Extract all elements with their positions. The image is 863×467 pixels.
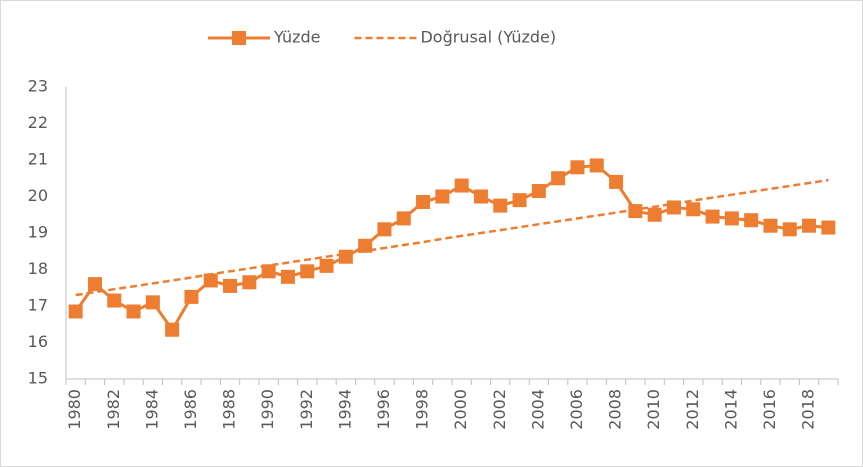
marker	[280, 269, 295, 284]
marker	[570, 160, 585, 175]
marker	[319, 258, 334, 273]
x-tick-label: 1980	[65, 389, 84, 430]
marker	[165, 322, 180, 337]
y-tick-label: 21	[28, 150, 48, 169]
x-tick-label: 1998	[413, 389, 432, 430]
marker	[821, 220, 836, 235]
marker	[261, 264, 276, 279]
y-tick-label: 20	[28, 186, 48, 205]
marker	[203, 273, 218, 288]
y-tick-label: 18	[28, 259, 48, 278]
x-tick-label: 2006	[567, 389, 586, 430]
legend-marker	[232, 31, 246, 45]
marker	[377, 222, 392, 237]
x-tick-label: 1982	[104, 389, 123, 430]
marker	[68, 304, 83, 319]
y-tick-label: 22	[28, 113, 48, 132]
marker	[126, 304, 141, 319]
x-tick-label: 2000	[451, 389, 470, 430]
x-tick-label: 2004	[528, 389, 547, 430]
marker	[145, 295, 160, 310]
marker	[107, 293, 122, 308]
x-tick-label: 1994	[335, 389, 354, 430]
trend-line	[75, 178, 829, 297]
marker	[396, 211, 411, 226]
marker	[551, 171, 566, 186]
marker	[473, 189, 488, 204]
y-tick-label: 23	[28, 77, 48, 96]
marker	[609, 174, 624, 189]
marker	[416, 194, 431, 209]
y-tick-label: 19	[28, 223, 48, 242]
series-line	[74, 163, 829, 333]
marker	[589, 158, 604, 173]
x-tick-label: 1992	[297, 389, 316, 430]
marker	[223, 278, 238, 293]
marker	[493, 198, 508, 213]
y-tick-label: 17	[28, 296, 48, 315]
y-tick-label: 16	[28, 332, 48, 351]
x-tick-label: 2008	[606, 389, 625, 430]
legend-label: Yüzde	[273, 28, 320, 47]
x-tick-label: 1984	[142, 389, 161, 430]
marker	[358, 238, 373, 253]
marker	[435, 189, 450, 204]
marker	[802, 218, 817, 233]
x-tick-label: 2010	[644, 389, 663, 430]
marker	[531, 184, 546, 199]
marker	[705, 209, 720, 224]
marker	[782, 222, 797, 237]
y-tick-label: 15	[28, 369, 48, 388]
marker	[184, 289, 199, 304]
marker	[300, 264, 315, 279]
marker	[512, 193, 527, 208]
x-tick-label: 2014	[721, 389, 740, 430]
marker	[454, 178, 469, 193]
marker	[724, 211, 739, 226]
x-tick-label: 1996	[374, 389, 393, 430]
marker	[744, 213, 759, 228]
marker	[686, 202, 701, 217]
x-tick-label: 2012	[683, 389, 702, 430]
marker	[242, 275, 257, 290]
x-tick-label: 2018	[799, 389, 818, 430]
marker	[763, 218, 778, 233]
x-tick-label: 1988	[220, 389, 239, 430]
marker	[87, 277, 102, 292]
x-tick-label: 2002	[490, 389, 509, 430]
x-tick-label: 1990	[258, 389, 277, 430]
legend-label: Doğrusal (Yüzde)	[420, 28, 556, 47]
marker	[628, 204, 643, 219]
x-tick-label: 2016	[760, 389, 779, 430]
x-tick-label: 1986	[181, 389, 200, 430]
marker	[647, 207, 662, 222]
